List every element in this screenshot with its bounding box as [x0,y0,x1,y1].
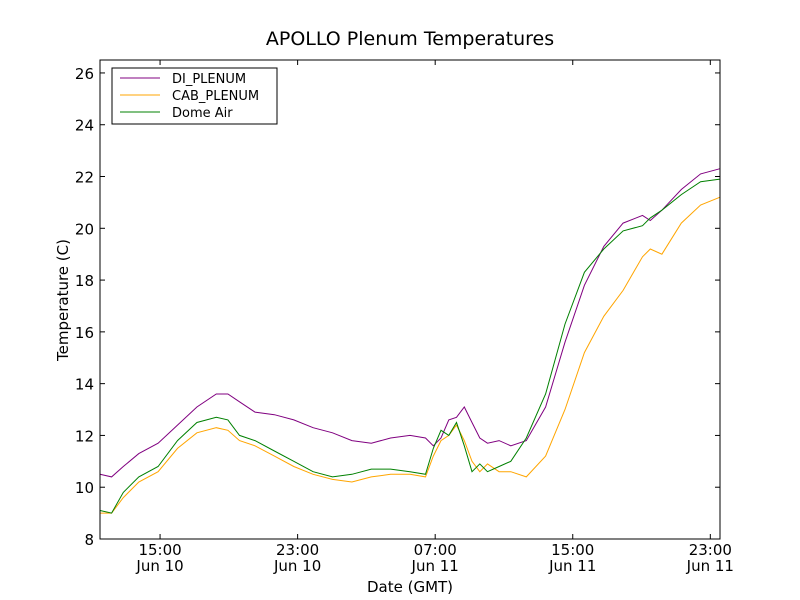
x-tick-label-date: Jun 11 [686,557,734,575]
legend-label-dome-air: Dome Air [172,106,233,121]
x-tick-label-time: 07:00 [414,541,457,559]
y-tick-label: 14 [75,376,94,394]
series-lines [99,168,721,514]
y-tick-label: 22 [75,169,94,187]
y-tick-label: 24 [75,117,94,135]
plot-frame [99,59,721,540]
y-tick-label: 16 [75,324,94,342]
y-tick-label: 10 [75,479,94,497]
y-tick-label: 8 [84,531,94,549]
series-line-cab-plenum [100,196,721,514]
legend-label-cab-plenum: CAB_PLENUM [172,89,259,104]
chart-title: APOLLO Plenum Temperatures [266,28,554,50]
legend-box [111,67,278,125]
x-tick-label-time: 23:00 [689,541,732,559]
legend: DI_PLENUM CAB_PLENUM Dome Air [111,67,278,125]
y-tick-label: 12 [75,427,94,445]
x-tick-label-date: Jun 11 [548,557,596,575]
x-axis-label: Date (GMT) [367,578,453,596]
y-tick-label: 26 [75,65,94,83]
legend-label-di-plenum: DI_PLENUM [172,72,246,87]
series-line-dome-air [99,178,721,514]
x-tick-label-time: 15:00 [551,541,594,559]
y-axis-label: Temperature (C) [54,239,72,362]
x-tick-label-date: Jun 10 [273,557,321,575]
y-tick-label: 20 [75,220,94,238]
series-line-di-plenum [99,168,721,478]
x-tick-label-date: Jun 10 [135,557,183,575]
y-tick-label: 18 [75,272,94,290]
x-tick-label-date: Jun 11 [411,557,459,575]
x-tick-label-time: 15:00 [138,541,181,559]
x-tick-label-time: 23:00 [276,541,319,559]
